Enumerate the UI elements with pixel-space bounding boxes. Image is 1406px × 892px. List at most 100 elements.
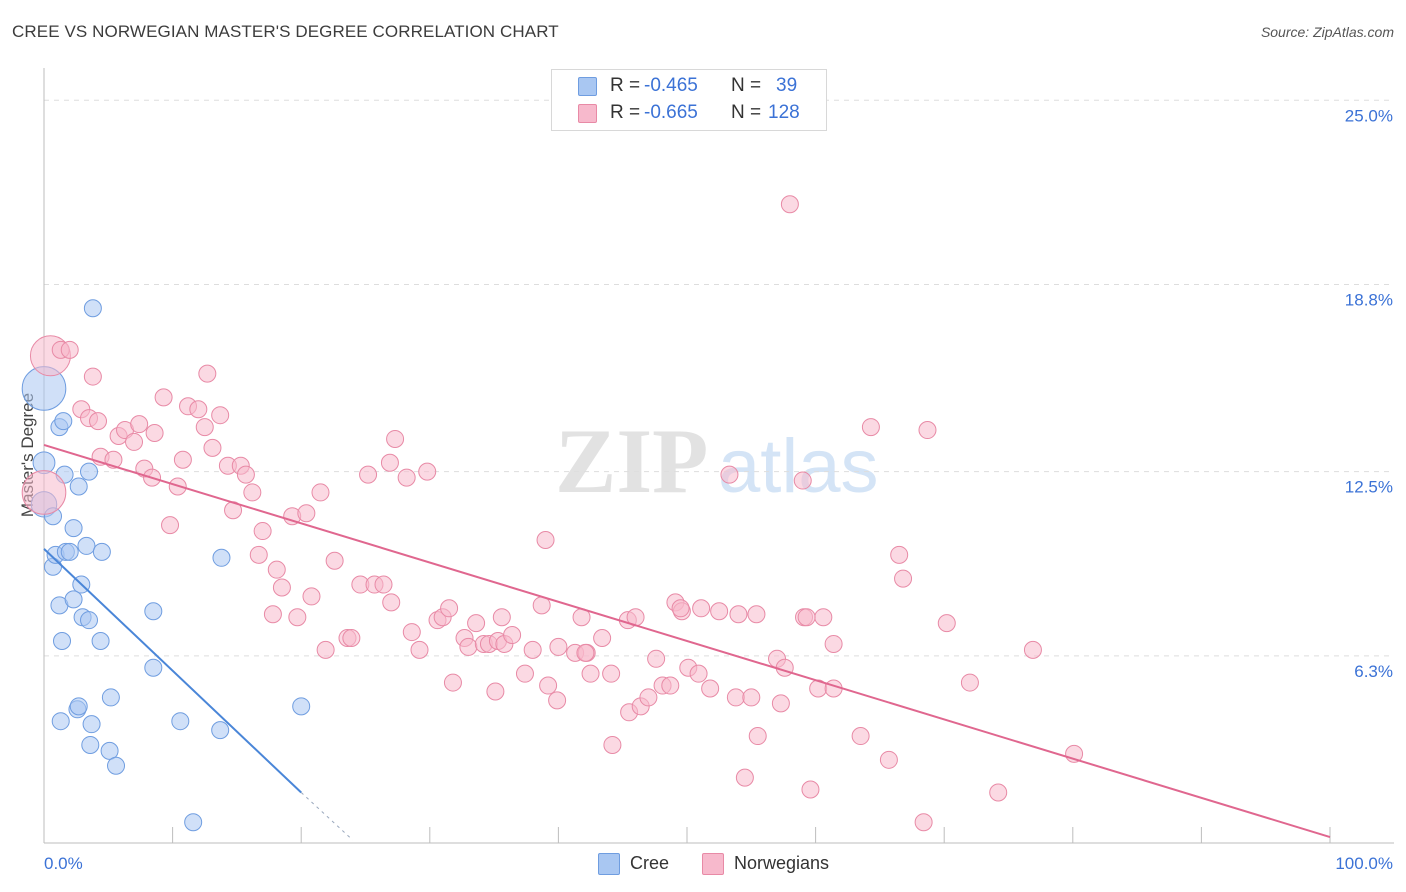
norwegians-point	[130, 415, 149, 434]
cree-point	[91, 631, 110, 650]
norwegians-point	[236, 465, 255, 484]
norwegians-point	[647, 649, 666, 668]
cree-point	[101, 688, 120, 707]
norwegians-point	[824, 634, 843, 653]
norwegians-point	[297, 504, 316, 523]
n-label: N =	[731, 102, 762, 123]
cree-point	[212, 548, 231, 567]
norwegians-point	[549, 637, 568, 656]
norwegians-point	[263, 605, 282, 624]
norwegians-point	[374, 575, 393, 594]
norwegians-point	[211, 406, 230, 425]
norwegians-point	[249, 545, 268, 564]
norwegians-point	[780, 195, 799, 214]
norwegians-point	[701, 679, 720, 698]
norwegians-point	[539, 676, 558, 695]
cree-point	[82, 715, 101, 734]
norwegians-point	[861, 418, 880, 437]
norwegians-point	[661, 676, 680, 695]
norwegians-point	[382, 593, 401, 612]
norwegians-point	[154, 388, 173, 407]
norwegians-point	[311, 483, 330, 502]
norwegians-point	[603, 735, 622, 754]
norwegians-point	[380, 453, 399, 472]
cree-point	[144, 658, 163, 677]
norwegians-point	[692, 599, 711, 618]
cree-point	[107, 756, 126, 775]
r-label: R =	[610, 102, 641, 123]
norwegians-point	[720, 465, 739, 484]
norwegians-point	[960, 673, 979, 692]
cree-point	[51, 712, 70, 731]
cree-point	[69, 697, 88, 716]
watermark-zip: ZIP	[555, 410, 708, 512]
norwegians-point	[325, 551, 344, 570]
norwegians-point	[173, 450, 192, 469]
norwegians-point	[410, 640, 429, 659]
cree-point	[184, 813, 203, 832]
norwegians-point	[515, 664, 534, 683]
cree-point	[211, 721, 230, 740]
norwegians-point	[21, 470, 67, 515]
norwegians-point	[145, 424, 164, 443]
norwegians-point	[359, 465, 378, 484]
norwegians-point	[195, 418, 214, 437]
norwegians-point	[689, 664, 708, 683]
norwegians-point	[914, 813, 933, 832]
norwegians-point	[602, 664, 621, 683]
cree-point	[69, 477, 88, 496]
norwegians-point	[536, 530, 555, 549]
norwegians-point	[1023, 640, 1042, 659]
norwegians-point	[267, 560, 286, 579]
n-label: N =	[731, 75, 762, 96]
correlation-legend: R = -0.465 N = 39 R = -0.665 N = 128	[551, 69, 827, 131]
norwegians-point	[161, 516, 180, 535]
r-value: -0.465	[644, 75, 698, 96]
legend-row-cree: R = -0.465 N = 39	[552, 74, 826, 98]
norwegians-point	[83, 367, 102, 386]
norwegians-point	[402, 623, 421, 642]
norwegians-point	[593, 629, 612, 648]
cree-trend-extension	[300, 792, 353, 841]
y-tick-label: 18.8%	[1345, 290, 1393, 309]
y-tick-label: 12.5%	[1345, 478, 1393, 497]
norwegians-point	[189, 400, 208, 419]
norwegians-point	[386, 429, 405, 448]
norwegians-point	[797, 608, 816, 627]
norwegians-point	[288, 608, 307, 627]
cree-point	[80, 611, 99, 630]
legend-label-cree: Cree	[630, 853, 670, 873]
norwegians-point	[576, 643, 595, 662]
norwegians-point	[272, 578, 291, 597]
norwegians-point	[203, 438, 222, 457]
norwegians-point	[671, 599, 690, 618]
norwegians-point	[775, 658, 794, 677]
norwegians-point	[459, 637, 478, 656]
x-tick-label-min: 0.0%	[44, 854, 83, 873]
chart-title: CREE VS NORWEGIAN MASTER'S DEGREE CORREL…	[12, 22, 559, 41]
cree-point	[81, 735, 100, 754]
r-label: R =	[610, 75, 641, 96]
norwegians-point	[523, 640, 542, 659]
norwegians-point	[801, 780, 820, 799]
norwegians-point	[548, 691, 567, 710]
n-value: 39	[776, 75, 798, 96]
source-label: Source: ZipAtlas.com	[1260, 24, 1394, 40]
norwegians-point	[918, 421, 937, 440]
norwegians-swatch	[578, 104, 597, 123]
cree-point	[64, 519, 83, 538]
norwegians-point	[726, 688, 745, 707]
cree-point	[54, 412, 73, 431]
norwegians-point	[397, 468, 416, 487]
norwegians-point	[243, 483, 262, 502]
legend-label-norwegians: Norwegians	[734, 853, 830, 873]
norwegians-point	[747, 605, 766, 624]
norwegians-swatch	[702, 853, 724, 875]
norwegians-point	[89, 412, 108, 431]
norwegians-point	[503, 626, 522, 645]
cree-point	[92, 542, 111, 561]
norwegians-trend-line	[43, 443, 1331, 839]
norwegians-point	[467, 614, 486, 633]
cree-point	[83, 299, 102, 318]
norwegians-point	[879, 750, 898, 769]
